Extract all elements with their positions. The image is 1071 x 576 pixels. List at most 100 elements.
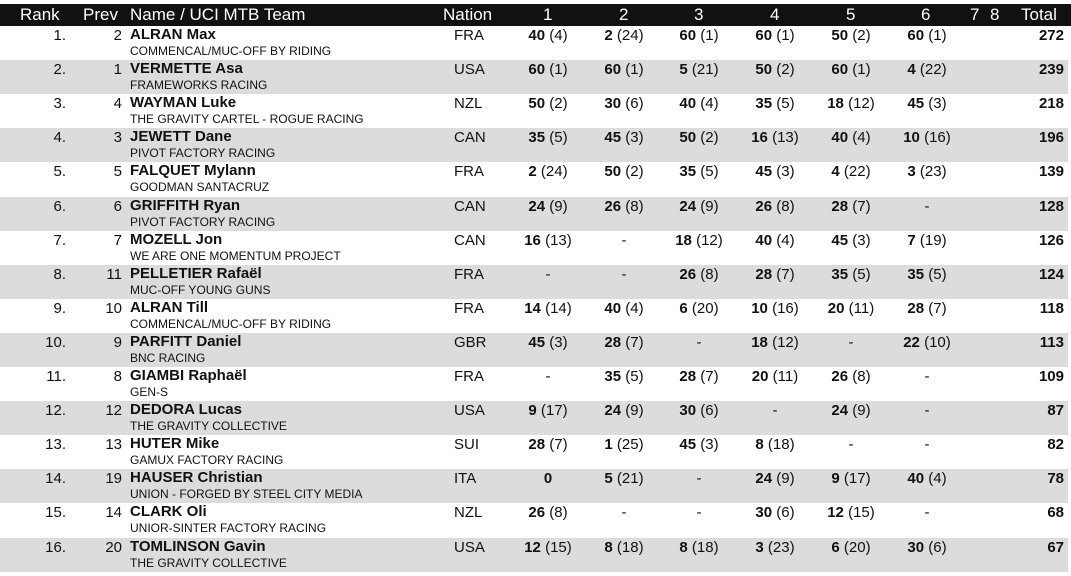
- round-position: (17): [540, 402, 568, 420]
- round-6-result: 40 (4): [887, 470, 967, 487]
- round-position: (4): [776, 231, 795, 249]
- total-points: 126: [1038, 231, 1064, 249]
- round-position: (18): [616, 538, 644, 556]
- rider-name: MOZELL Jon: [130, 230, 223, 248]
- round-points: 20: [751, 368, 769, 385]
- round-6-result: 45 (3): [887, 95, 967, 112]
- round-4-result: 26 (8): [735, 198, 815, 215]
- header-round-8: 8: [990, 5, 1000, 24]
- nation-cell: NZL: [454, 95, 483, 113]
- round-points: 40: [831, 129, 849, 147]
- round-5-result: 45 (3): [811, 232, 891, 249]
- rider-name: GRIFFITH Ryan: [130, 196, 241, 214]
- round-2-result: 50 (2): [584, 163, 664, 180]
- table-row: 8. 11 PELLETIER Rafaël MUC-OFF YOUNG GUNS FR…: [0, 264, 1068, 299]
- header-round-6: 6: [921, 5, 931, 24]
- round-points: 24: [755, 470, 773, 488]
- rank-cell: 1.: [53, 27, 66, 44]
- round-points: 5: [679, 61, 688, 79]
- round-points: -: [696, 470, 702, 488]
- rank-cell: 15.: [45, 504, 66, 522]
- round-points: -: [848, 436, 854, 454]
- round-position: (1): [776, 27, 795, 44]
- round-points: 28: [604, 333, 622, 351]
- round-1-result: 45 (3): [508, 334, 588, 351]
- round-points: 16: [524, 231, 541, 249]
- prev-rank-cell: 7: [113, 231, 122, 249]
- round-1-result: 50 (2): [508, 95, 588, 112]
- rider-name: VERMETTE Asa: [130, 60, 243, 78]
- round-5-result: 35 (5): [811, 266, 891, 283]
- round-position: (4): [625, 299, 644, 317]
- round-points: -: [924, 402, 930, 420]
- round-position: (5): [928, 265, 947, 283]
- rider-name: HUTER Mike: [130, 435, 220, 453]
- round-points: 6: [679, 299, 688, 317]
- header-rank: Rank: [20, 5, 60, 24]
- round-points: 9: [528, 402, 537, 420]
- round-5-result: 26 (8): [811, 368, 891, 385]
- round-position: (4): [852, 129, 871, 147]
- total-points: 139: [1038, 163, 1064, 181]
- round-position: (23): [919, 163, 947, 181]
- round-position: (3): [852, 231, 871, 249]
- round-points: 35: [755, 95, 773, 113]
- prev-rank-cell: 11: [106, 265, 122, 283]
- team-name: FRAMEWORKS RACING: [130, 78, 268, 93]
- round-position: (21): [691, 61, 719, 79]
- round-position: (2): [776, 61, 795, 79]
- rider-name: FALQUET Mylann: [130, 162, 256, 180]
- rider-name: DEDORA Lucas: [130, 401, 242, 419]
- round-1-result: 0: [508, 470, 588, 487]
- round-5-result: 28 (7): [811, 198, 891, 215]
- prev-rank-cell: 20: [105, 538, 122, 556]
- total-points: 196: [1038, 129, 1064, 147]
- round-points: 2: [604, 27, 613, 44]
- rider-name: PARFITT Daniel: [130, 332, 242, 350]
- rank-cell: 5.: [53, 163, 66, 181]
- round-points: 30: [907, 538, 925, 556]
- round-position: (13): [545, 231, 572, 249]
- round-points: 2: [528, 163, 537, 181]
- round-points: 8: [755, 436, 764, 454]
- header-round-5: 5: [846, 5, 856, 24]
- round-position: (24): [616, 27, 644, 44]
- round-points: 18: [751, 333, 768, 351]
- round-6-result: -: [887, 368, 967, 385]
- round-3-result: 18 (12): [659, 232, 739, 249]
- header-round-1: 1: [543, 5, 553, 24]
- round-position: (3): [700, 436, 719, 454]
- round-2-result: 8 (18): [584, 539, 664, 556]
- rank-cell: 9.: [53, 299, 66, 317]
- round-position: (1): [852, 61, 871, 79]
- prev-rank-cell: 5: [113, 163, 122, 181]
- rider-name: ALRAN Till: [130, 298, 209, 316]
- round-4-result: 3 (23): [735, 539, 815, 556]
- round-points: 60: [604, 61, 622, 79]
- round-position: (7): [700, 368, 719, 385]
- round-points: 50: [604, 163, 622, 181]
- table-row: 5. 5 FALQUET Mylann GOODMAN SANTACRUZ FRA 2 (…: [0, 162, 1068, 196]
- total-points: 113: [1039, 333, 1064, 351]
- round-points: -: [924, 504, 930, 522]
- round-2-result: 5 (21): [584, 470, 664, 487]
- round-points: 24: [679, 197, 697, 215]
- round-points: -: [848, 333, 854, 351]
- total-points: 128: [1038, 197, 1064, 215]
- round-4-result: 16 (13): [735, 129, 815, 146]
- round-points: 10: [903, 129, 920, 147]
- round-5-result: 4 (22): [811, 163, 891, 180]
- round-points: 40: [755, 231, 773, 249]
- rider-name: ALRAN Max: [130, 26, 216, 43]
- table-row: 16. 20 TOMLINSON Gavin THE GRAVITY COLLECTI…: [0, 537, 1068, 572]
- round-position: (8): [700, 265, 719, 283]
- prev-rank-cell: 1: [113, 61, 122, 79]
- round-points: 3: [907, 163, 916, 181]
- round-4-result: 24 (9): [735, 470, 815, 487]
- team-name: COMMENCAL/MUC-OFF BY RIDING: [130, 316, 332, 331]
- round-points: -: [924, 368, 930, 385]
- header-round-7: 7: [970, 5, 980, 24]
- round-points: 60: [528, 61, 546, 79]
- round-5-result: 20 (11): [811, 300, 891, 317]
- rider-name: GIAMBI Raphaël: [130, 367, 247, 384]
